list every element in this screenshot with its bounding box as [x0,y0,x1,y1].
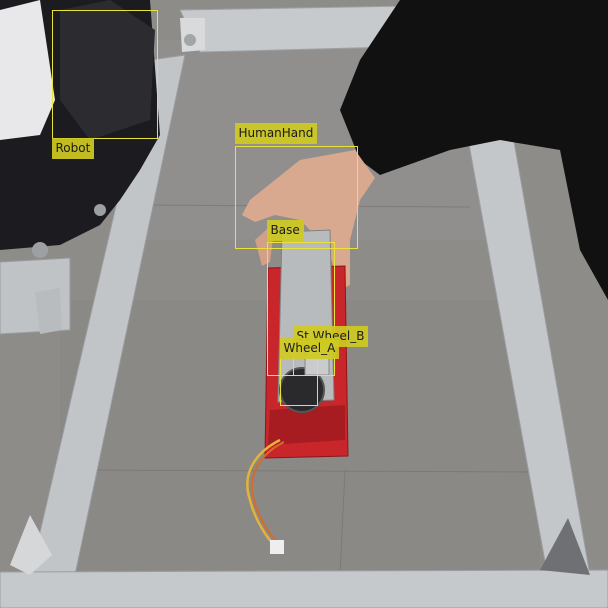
robot-bbox: Robot [51,10,158,159]
base-bbox: Base [266,220,335,376]
human-hand [242,150,375,290]
robot-label: Robot [51,138,95,159]
robot-white-panel [0,0,55,140]
cable-connector [270,540,284,554]
robot-mount-bolt [32,242,48,258]
wheel-a-bbox: Wheel_A [279,338,340,406]
tray-wall [268,405,345,445]
robot-mount-bolt [94,204,106,216]
cable [246,438,281,547]
frame-bolt [184,34,196,46]
frame-rail-bottom [0,569,608,608]
human-sleeve [340,0,608,300]
robot-wrist [60,0,155,140]
wheel-a-label: Wheel_A [279,338,340,359]
corner-bracket [540,518,590,575]
floor-seam [69,469,546,473]
humanhand-label: HumanHand [234,123,318,144]
corner-bracket [10,515,52,575]
floor-seam [339,469,346,576]
cable [251,441,285,544]
base-label: Base [266,220,304,241]
humanhand-bbox: HumanHand [234,123,358,249]
corner-bracket [35,288,62,334]
